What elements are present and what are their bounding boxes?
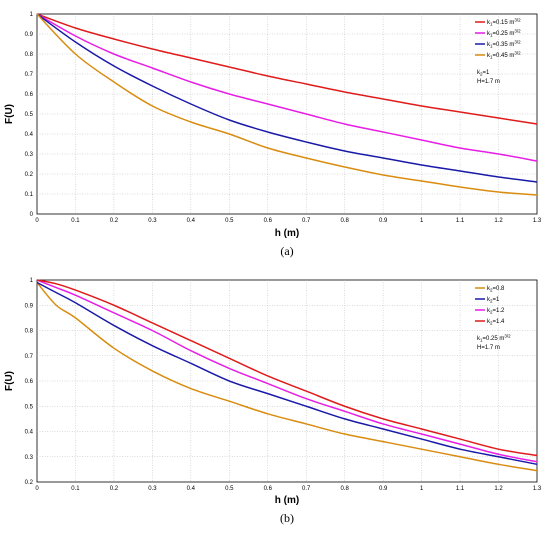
chart1-y-axis-label: F(U): [4, 371, 15, 391]
chart0-series-line-0: [36, 13, 538, 125]
chart1-annotation-0: k1=0.25 m3/2: [477, 334, 511, 343]
chart0-x-tick-label: 1.2: [494, 218, 503, 224]
chart1-x-tick-label: 0.4: [187, 486, 196, 492]
chart1-x-tick-label: 0.7: [302, 486, 311, 492]
chart0-y-axis-label: F(U): [4, 104, 15, 124]
chart0-x-tick-label: 0.5: [225, 218, 234, 224]
chart1-x-tick-label: 1.3: [533, 486, 542, 492]
chart1-x-tick-label: 0.5: [225, 486, 234, 492]
chart1-y-tick-label: 0.9: [25, 303, 34, 309]
chart1-annotation-1: H=1.7 m: [477, 345, 500, 351]
chart1-series-line-2: [36, 279, 538, 463]
chart0-x-axis-label: h (m): [275, 228, 299, 239]
chart0-y-tick-label: 0.9: [25, 32, 34, 38]
chart1-x-axis-label: h (m): [275, 495, 299, 506]
chart1-y-tick-label: 0.6: [25, 379, 34, 385]
chart0-panel: 0 0.1 0.2 0.3 0.4 0.5 0.6 0.7 0.8 0.9 1 1.1 1.2 1.3 0 0…: [4, 12, 542, 258]
chart1-x-tick-label: 0: [35, 486, 39, 492]
chart1-x-tick-label: 0.2: [110, 486, 119, 492]
chart0-legend-entry-2: k1=0.35 m3/2: [487, 40, 521, 49]
chart1-y-tick-label: 0.8: [25, 329, 34, 335]
chart0-y-tick-label: 0: [30, 212, 34, 218]
chart0-x-tick-label: 0.1: [71, 218, 80, 224]
chart0-annotation-0: k2=1: [477, 70, 490, 77]
chart0-y-tick-label: 0.1: [25, 192, 34, 198]
chart1-y-tick-label: 0.5: [25, 404, 34, 410]
chart0-x-tick-label: 1.3: [533, 218, 542, 224]
chart0-x-tick-label: 0.6: [264, 218, 273, 224]
chart1-y-tick-label: 0.4: [25, 430, 34, 436]
chart1-legend-entry-2: k2=1.2: [487, 308, 505, 315]
chart1-legend-entry-0: k2=0.8: [487, 286, 505, 293]
chart0-y-tick-label: 0.6: [25, 92, 34, 98]
chart0-y-tick-label: 0.7: [25, 72, 34, 78]
chart0-legend-entry-1: k1=0.25 m3/2: [487, 29, 521, 38]
chart1-y-tick-label: 0.7: [25, 354, 34, 360]
chart1-y-tick-label: 1: [30, 278, 34, 284]
chart1-x-tick-label: 0.9: [379, 486, 388, 492]
chart1-y-tick-label: 0.2: [25, 480, 34, 486]
chart0-legend-entry-3: k1=0.45 m3/2: [487, 51, 521, 60]
chart0-series-line-3: [36, 13, 538, 196]
chart0-x-tick-label: 0.7: [302, 218, 311, 224]
chart1-y-tick-label: 0.3: [25, 455, 34, 461]
chart0-x-tick-label: 0: [35, 218, 39, 224]
chart1-series-line-0: [36, 282, 538, 472]
chart0-y-tick-label: 0.3: [25, 152, 34, 158]
chart1-legend-entry-1: k2=1: [487, 297, 500, 304]
chart0-series-line-1: [36, 13, 538, 162]
chart1-panel: 0 0.1 0.2 0.3 0.4 0.5 0.6 0.7 0.8 0.9 1 1.1 1.2 1.3 0.…: [4, 278, 542, 525]
chart0-y-tick-label: 0.5: [25, 112, 34, 118]
chart0-series-line-2: [36, 13, 538, 183]
chart1-series-line-1: [36, 281, 538, 466]
chart0-y-tick-label: 0.4: [25, 132, 34, 138]
chart0-y-tick-label: 1: [30, 12, 34, 18]
chart0-y-tick-label: 0.8: [25, 52, 34, 58]
chart1-x-tick-label: 0.1: [71, 486, 80, 492]
chart1-x-tick-label: 1.1: [456, 486, 465, 492]
chart0-panel-label: (a): [280, 244, 293, 258]
chart0-x-tick-label: 1: [420, 218, 424, 224]
chart1-x-tick-label: 0.8: [341, 486, 350, 492]
chart1-series-line-3: [36, 279, 538, 457]
chart0-y-tick-label: 0.2: [25, 172, 34, 178]
chart1-x-tick-label: 0.3: [148, 486, 157, 492]
chart0-annotation-1: H=1.7 m: [477, 79, 500, 85]
chart0-x-tick-label: 0.9: [379, 218, 388, 224]
chart0-x-tick-label: 1.1: [456, 218, 465, 224]
chart1-x-tick-label: 1: [420, 486, 424, 492]
chart1-legend-entry-3: k2=1.4: [487, 319, 505, 326]
chart0-x-tick-label: 0.4: [187, 218, 196, 224]
chart1-panel-label: (b): [280, 511, 294, 525]
chart0-legend-entry-0: k1=0.15 m3/2: [487, 18, 521, 27]
chart0-x-tick-label: 0.8: [341, 218, 350, 224]
chart0-x-tick-label: 0.2: [110, 218, 119, 224]
chart0-x-tick-label: 0.3: [148, 218, 157, 224]
chart1-x-tick-label: 0.6: [264, 486, 273, 492]
chart1-x-tick-label: 1.2: [494, 486, 503, 492]
